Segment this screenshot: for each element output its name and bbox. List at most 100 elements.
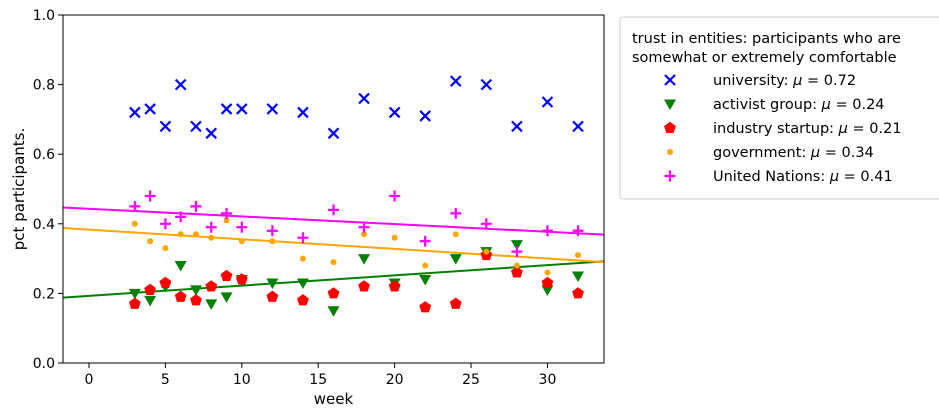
- data-point: [205, 299, 218, 310]
- triangle-marker-shape: [266, 278, 279, 289]
- plus-marker-stroke: [419, 235, 431, 247]
- data-point: [511, 246, 523, 258]
- y-tick-label: 0.4: [33, 217, 55, 233]
- triangle-marker-shape: [664, 99, 676, 110]
- x-marker-stroke: [159, 120, 172, 133]
- dot-marker-shape: [299, 255, 306, 262]
- pentagon-marker-shape: [220, 269, 233, 282]
- data-point: [190, 200, 202, 212]
- dot-marker-shape: [544, 269, 551, 276]
- pentagon-marker-shape: [419, 301, 432, 313]
- data-point: [483, 248, 490, 255]
- data-point: [266, 290, 279, 302]
- data-point: [452, 231, 459, 238]
- data-point: [147, 238, 154, 245]
- data-point: [128, 288, 141, 300]
- pentagon-marker-shape: [572, 287, 584, 299]
- trend-line: [62, 206, 605, 236]
- data-point: [575, 252, 582, 259]
- data-point: [220, 103, 233, 115]
- y-axis-label: pct participants.: [10, 128, 28, 250]
- dot-marker-shape: [238, 238, 245, 245]
- pentagon-marker-shape: [388, 280, 401, 292]
- data-point: [422, 262, 429, 269]
- data-point: [419, 301, 432, 313]
- plus-marker-stroke: [297, 232, 309, 244]
- legend-entry: activist group: μ = 0.24: [664, 97, 885, 113]
- plus-marker-stroke: [450, 207, 462, 219]
- plus-marker-stroke: [221, 207, 233, 219]
- x-marker-stroke: [572, 120, 584, 133]
- pentagon-marker-shape: [174, 290, 187, 302]
- triangle-marker-shape: [510, 240, 523, 251]
- data-point: [128, 297, 141, 309]
- dot-marker-shape: [162, 245, 169, 252]
- plus-marker-stroke: [129, 200, 141, 212]
- data-point: [236, 221, 248, 233]
- triangle-marker-shape: [128, 288, 141, 300]
- triangle-marker-shape: [572, 271, 585, 282]
- data-point: [174, 261, 187, 272]
- data-point: [238, 238, 245, 245]
- data-point: [511, 120, 523, 133]
- data-point: [419, 235, 431, 247]
- x-marker-stroke: [236, 103, 248, 115]
- y-tick-label: 1.0: [33, 8, 55, 24]
- data-point: [159, 276, 172, 288]
- data-point: [419, 274, 432, 286]
- x-marker-stroke: [297, 106, 309, 119]
- triangle-marker-shape: [358, 254, 371, 265]
- data-point: [361, 231, 368, 238]
- data-point: [162, 245, 169, 252]
- data-point: [190, 294, 202, 306]
- dot-marker-shape: [208, 234, 215, 241]
- data-point: [541, 225, 553, 237]
- data-point: [144, 103, 156, 115]
- x-marker-stroke: [541, 96, 554, 108]
- data-point: [223, 217, 230, 224]
- y-axis-ticks: 0.0 0.2 0.4 0.6 0.8 1.0: [33, 8, 63, 372]
- x-marker-stroke: [358, 92, 370, 105]
- data-point: [513, 262, 520, 269]
- pentagon-marker-shape: [297, 294, 309, 306]
- plus-marker-stroke: [266, 225, 278, 237]
- data-point: [266, 103, 279, 115]
- data-point: [358, 280, 370, 292]
- data-point: [327, 127, 340, 140]
- data-point: [358, 92, 370, 105]
- data-point: [449, 297, 462, 309]
- plus-marker-stroke: [144, 190, 156, 202]
- x-marker-stroke: [144, 103, 156, 115]
- data-point: [192, 231, 199, 238]
- dot-marker-shape: [269, 238, 276, 245]
- plus-marker-stroke: [480, 218, 492, 230]
- legend-entries: university: μ = 0.72 activist group: μ = …: [664, 73, 902, 185]
- legend-marker: [667, 149, 673, 155]
- triangle-marker-shape: [449, 254, 462, 265]
- x-marker-stroke: [449, 75, 462, 87]
- data-point: [266, 278, 279, 289]
- dot-marker-shape: [513, 262, 520, 269]
- legend-title-line: somewhat or extremely comfortable: [632, 50, 897, 66]
- pentagon-marker-shape: [159, 276, 172, 288]
- dot-marker-shape: [131, 220, 138, 227]
- pentagon-marker-shape: [205, 280, 218, 292]
- data-point: [297, 232, 309, 244]
- legend-entry-label: government: μ = 0.34: [713, 145, 874, 161]
- dot-marker-shape: [391, 234, 398, 241]
- data-point: [388, 106, 401, 119]
- data-point: [235, 273, 248, 285]
- data-point: [189, 285, 202, 296]
- plus-marker-stroke: [190, 200, 202, 212]
- data-point: [449, 75, 462, 87]
- y-tick-label: 0.2: [33, 286, 55, 302]
- data-point: [328, 204, 339, 216]
- data-point: [144, 283, 157, 295]
- data-point: [510, 240, 523, 251]
- plus-marker-stroke: [205, 221, 217, 233]
- x-marker-stroke: [266, 103, 279, 115]
- x-marker-stroke: [190, 120, 202, 133]
- plus-marker-stroke: [511, 246, 523, 258]
- plus-marker-stroke: [664, 170, 676, 182]
- plus-marker-stroke: [572, 225, 584, 237]
